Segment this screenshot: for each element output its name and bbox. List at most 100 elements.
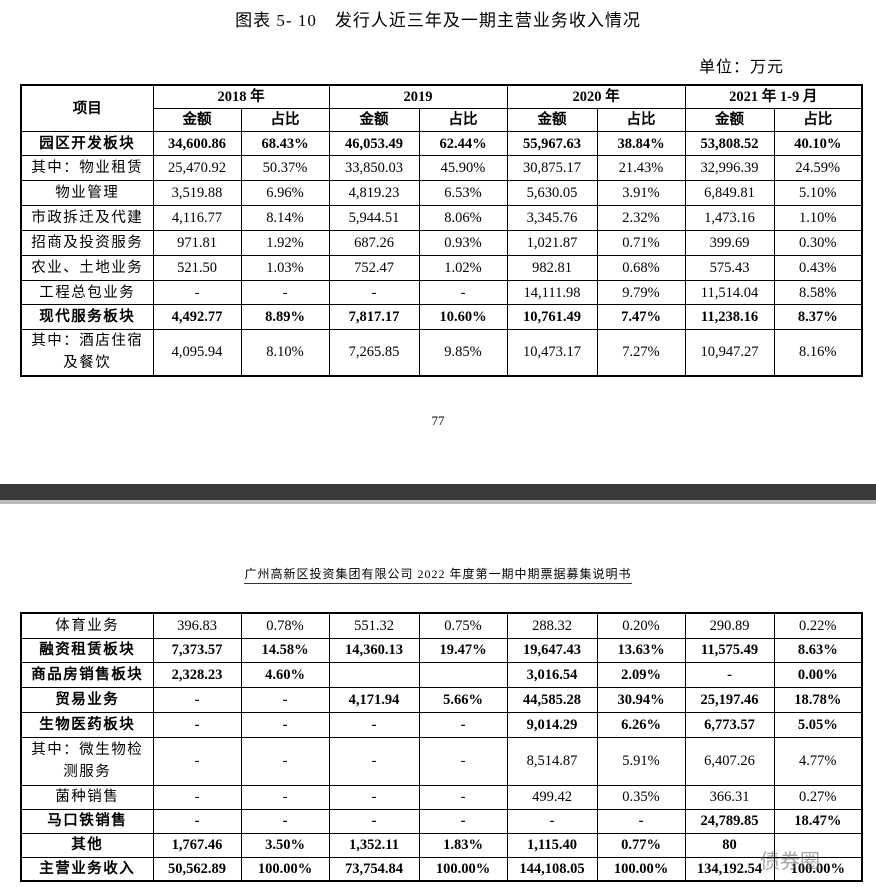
cell: 2.32%: [596, 205, 686, 231]
table-row: 商品房销售板块 2,328.23 4.60% 3,016.54 2.09% -0.00%: [20, 661, 863, 688]
cell: 10,473.17: [506, 329, 598, 376]
cell: 19,647.43: [506, 637, 598, 663]
sub-header: 金额: [684, 108, 775, 132]
cell: 4,819.23: [328, 180, 420, 206]
cell: 80: [684, 832, 775, 858]
table-row: 马口铁销售 - - - - - -24,789.85 18.47%: [20, 808, 863, 834]
cell: 30.94%: [596, 686, 686, 713]
cell: 134,192.54: [684, 856, 775, 882]
cell: -: [596, 808, 686, 834]
cell: 25,470.92: [152, 155, 242, 181]
cell: -: [418, 784, 508, 810]
running-header: 广州高新区投资集团有限公司 2022 年度第一期中期票据募集说明书: [0, 565, 876, 584]
cell: 3,519.88: [152, 180, 242, 206]
cell: 14,360.13: [328, 637, 420, 663]
cell: 1,115.40: [506, 832, 598, 858]
watermark: 债券圈: [760, 849, 820, 873]
row-label: 园区开发板块: [20, 131, 154, 156]
cell: 0.27%: [773, 784, 863, 810]
cell: -: [152, 686, 242, 713]
table-row: 招商及投资服务 971.81 1.92% 687.26 0.93% 1,021.87 0.7…: [20, 230, 863, 256]
cell: 18.78%: [773, 686, 863, 713]
cell: 396.83: [152, 612, 242, 639]
cell: 62.44%: [418, 131, 508, 156]
cell: 100.00%: [596, 856, 686, 882]
row-label: 体育业务: [20, 612, 154, 639]
cell: 9.79%: [596, 280, 686, 305]
cell: 0.78%: [240, 612, 330, 639]
row-label: 商品房销售板块: [20, 661, 154, 688]
cell: 0.20%: [596, 612, 686, 639]
cell: 24,789.85: [684, 808, 775, 834]
cell: 3,016.54: [506, 661, 598, 688]
cell: 366.31: [684, 784, 775, 810]
cell: 8.06%: [418, 205, 508, 231]
cell: -: [152, 711, 242, 738]
cell: 100.00%: [418, 856, 508, 882]
cell: 0.71%: [596, 230, 686, 256]
cell: -: [328, 808, 420, 834]
row-label: 菌种销售: [20, 784, 154, 810]
cell: -: [418, 736, 508, 786]
cell: 8.16%: [773, 329, 863, 376]
cell: [773, 832, 863, 858]
header-row: 项目 2018 年 2019 2020 年 2021 年 1-9 月: [20, 84, 863, 132]
cell: 521.50: [152, 255, 242, 281]
cell: 34,600.86: [152, 131, 242, 156]
cell: 68.43%: [240, 131, 330, 156]
cell: 5.10%: [773, 180, 863, 206]
cell: 1.83%: [418, 832, 508, 858]
year-header: 2021 年 1-9 月: [684, 84, 863, 109]
year-header: 2019: [328, 84, 508, 109]
cell: 9.85%: [418, 329, 508, 376]
unit-label: 单位：万元: [698, 59, 784, 76]
table-row: 现代服务板块 4,492.77 8.89% 7,817.17 10.60% 10,761.…: [20, 304, 863, 330]
cell: 8.63%: [773, 637, 863, 663]
cell: 8.89%: [240, 304, 330, 330]
cell: 11,514.04: [684, 280, 775, 305]
cell: 4,171.94: [328, 686, 420, 713]
sub-header: 金额: [506, 108, 598, 132]
cell: 1.92%: [240, 230, 330, 256]
cell: 19.47%: [418, 637, 508, 663]
cell: 24.59%: [773, 155, 863, 181]
table-row: 菌种销售 - - - -499.42 0.35% 366.31 0.27%: [20, 784, 863, 810]
cell: 33,850.03: [328, 155, 420, 181]
cell: 45.90%: [418, 155, 508, 181]
cell: 499.42: [506, 784, 598, 810]
cell: 32,996.39: [684, 155, 775, 181]
page-separator-shadow: [0, 500, 876, 504]
page-number: 77: [431, 413, 445, 428]
sub-header: 占比: [773, 108, 863, 132]
table-row: 物业管理 3,519.88 6.96% 4,819.23 6.53% 5,630.05 3.…: [20, 180, 863, 206]
cell: 6.96%: [240, 180, 330, 206]
cell: 100.00%: [240, 856, 330, 882]
cell: 1,021.87: [506, 230, 598, 256]
table-row: 生物医药板块 - - - -9,014.29 6.26% 6,773.57 5.05%: [20, 711, 863, 738]
cell: -: [684, 661, 775, 688]
cell: 0.00%: [773, 661, 863, 688]
cell: 8.10%: [240, 329, 330, 376]
cell: 1.02%: [418, 255, 508, 281]
cell: 4.77%: [773, 736, 863, 786]
cell: 38.84%: [596, 131, 686, 156]
table-row: 其中：微生物检测服务 - - - -8,514.87 5.91% 6,407.26 4.77%: [20, 736, 863, 786]
cell: 11,238.16: [684, 304, 775, 330]
cell: 2.09%: [596, 661, 686, 688]
row-label: 贸易业务: [20, 686, 154, 713]
cell: -: [240, 808, 330, 834]
cell: 46,053.49: [328, 131, 420, 156]
table-row: 其中：物业租赁 25,470.92 50.37% 33,850.03 45.90% 30,…: [20, 155, 863, 181]
cell: 8,514.87: [506, 736, 598, 786]
cell: 44,585.28: [506, 686, 598, 713]
table-row: 其他 1,767.46 3.50% 1,352.11 1.83% 1,115.40 0.77…: [20, 832, 863, 858]
running-header-text: 广州高新区投资集团有限公司 2022 年度第一期中期票据募集说明书: [244, 567, 632, 584]
cell: 0.30%: [773, 230, 863, 256]
cell: 1.03%: [240, 255, 330, 281]
cell: 53,808.52: [684, 131, 775, 156]
cell: 73,754.84: [328, 856, 420, 882]
cell: 551.32: [328, 612, 420, 639]
sub-header: 占比: [596, 108, 686, 132]
cell: 14,111.98: [506, 280, 598, 305]
